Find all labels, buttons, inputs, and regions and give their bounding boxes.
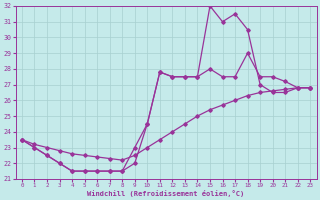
X-axis label: Windchill (Refroidissement éolien,°C): Windchill (Refroidissement éolien,°C) (87, 190, 245, 197)
